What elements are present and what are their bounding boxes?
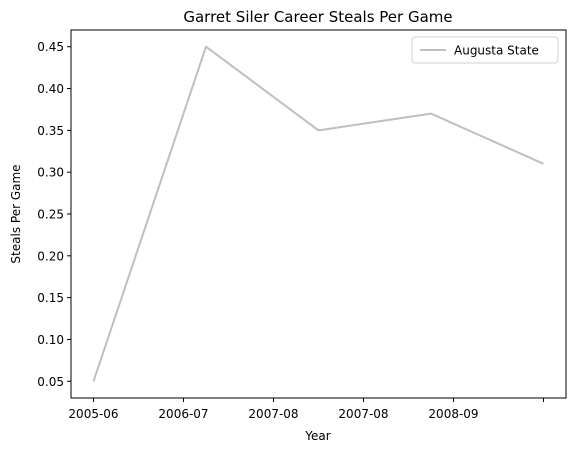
y-tick-label: 0.40 — [37, 82, 64, 96]
y-tick-label: 0.15 — [37, 291, 64, 305]
legend-label: Augusta State — [454, 44, 539, 58]
y-tick-label: 0.10 — [37, 333, 64, 347]
y-tick-label: 0.05 — [37, 375, 64, 389]
y-axis-ticks: 0.05 0.10 0.15 0.20 0.25 0.30 0.35 0.40 0.45 — [37, 40, 71, 389]
series-line-0 — [92, 45, 544, 382]
x-tick-label: 2006-07 — [158, 407, 208, 421]
x-tick-label: 2007-08 — [248, 407, 298, 421]
y-axis-label: Steals Per Game — [9, 164, 23, 263]
x-axis-label: Year — [304, 429, 330, 443]
x-tick-label: 2005-06 — [68, 407, 118, 421]
y-tick-label: 0.45 — [37, 40, 64, 54]
chart-title: Garret Siler Career Steals Per Game — [183, 8, 452, 26]
axes-frame — [70, 29, 567, 399]
legend-box — [411, 36, 559, 64]
y-tick-label: 0.20 — [37, 249, 64, 263]
legend: Augusta State — [411, 36, 559, 64]
x-axis-ticks: 2005-06 2006-07 2007-08 2007-08 2008-09 — [68, 398, 544, 421]
y-tick-label: 0.35 — [37, 124, 64, 138]
y-tick-label: 0.25 — [37, 208, 64, 222]
plot-area — [92, 45, 544, 382]
x-tick-label: 2008-09 — [428, 407, 478, 421]
x-tick-label: 2007-08 — [338, 407, 388, 421]
y-tick-label: 0.30 — [37, 166, 64, 180]
